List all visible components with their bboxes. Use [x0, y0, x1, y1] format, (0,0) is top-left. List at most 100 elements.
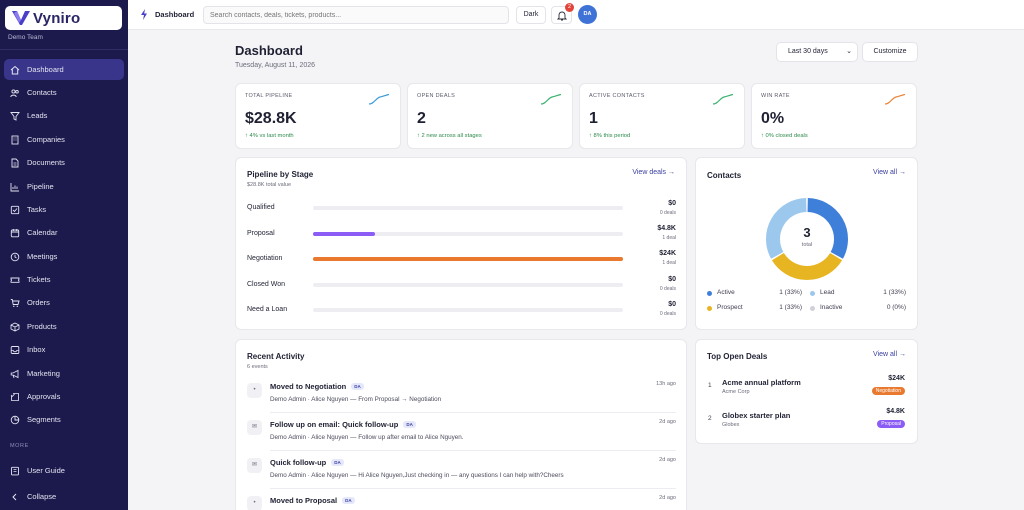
activity-item-time: 13h ago — [656, 381, 676, 387]
legend-value: 1 (33%) — [779, 304, 802, 311]
stage-label: Need a Loan — [247, 306, 288, 313]
sidebar-item-contacts[interactable]: Contacts — [4, 82, 124, 103]
kpi-value: $28.8K — [245, 110, 297, 127]
sidebar-item-orders[interactable]: Orders — [4, 292, 124, 313]
stage-bar — [313, 283, 623, 287]
stage-bar — [313, 257, 623, 261]
team-name: Demo Team — [8, 34, 43, 41]
sidebar-item-label: Meetings — [27, 252, 58, 261]
activity-item-title: Moved to Proposal — [270, 496, 338, 505]
activity-title-item[interactable]: Follow up on email: Quick follow-up DA — [270, 420, 416, 429]
activity-title-item[interactable]: Quick follow-up DA — [270, 458, 344, 467]
deal-amount: $24K — [888, 375, 905, 382]
customize-button[interactable]: Customize — [862, 42, 918, 62]
legend-value: 0 (0%) — [886, 304, 906, 311]
search-input[interactable] — [203, 6, 509, 24]
kpi-card-active-contacts[interactable]: ACTIVE CONTACTS 1 ↑ 8% this period — [579, 83, 745, 149]
sidebar-item-user-guide[interactable]: User Guide — [4, 460, 124, 481]
activity-item-title: Moved to Negotiation — [270, 382, 347, 391]
brand-logo[interactable]: Vyniro — [5, 6, 122, 30]
sidebar-item-marketing[interactable]: Marketing — [4, 363, 124, 384]
activity-divider — [270, 488, 676, 489]
sidebar-item-calendar[interactable]: Calendar — [4, 222, 124, 243]
bolt-icon — [141, 9, 147, 20]
chart-icon — [10, 182, 20, 192]
view-deals-link[interactable]: View deals → — [632, 169, 675, 176]
kpi-card-total-pipeline[interactable]: TOTAL PIPELINE $28.8K ↑ 4% vs last month — [235, 83, 401, 149]
stage-bar-fill — [313, 232, 375, 236]
page-title: Dashboard — [235, 43, 303, 58]
sidebar-item-leads[interactable]: Leads — [4, 105, 124, 126]
activity-user-badge: DA — [342, 497, 355, 504]
sidebar-item-segments[interactable]: Segments — [4, 409, 124, 430]
sparkline-icon — [368, 93, 390, 105]
deal-rank: 2 — [708, 415, 712, 422]
document-icon — [10, 158, 20, 168]
activity-user-badge: DA — [351, 383, 364, 390]
kpi-card-open-deals[interactable]: OPEN DEALS 2 ↑ 2 new across all stages — [407, 83, 573, 149]
sidebar-collapse-button[interactable]: Collapse — [4, 486, 124, 507]
sidebar-item-label: Companies — [27, 135, 65, 144]
legend-label: Active — [717, 289, 735, 296]
activity-user-badge: DA — [331, 459, 344, 466]
stage-deal-count: 1 deal — [662, 260, 676, 266]
kpi-value: 1 — [589, 110, 598, 127]
sidebar-item-label: Dashboard — [27, 65, 64, 74]
user-avatar[interactable]: DA — [578, 5, 597, 24]
legend-label: Lead — [820, 289, 835, 296]
date-range-value: Last 30 days — [788, 48, 828, 55]
stage-label: Closed Won — [247, 281, 286, 288]
sparkline-icon — [712, 93, 734, 105]
sidebar-item-approvals[interactable]: Approvals — [4, 386, 124, 407]
sidebar-item-label: Documents — [27, 158, 65, 167]
sidebar-item-tickets[interactable]: Tickets — [4, 269, 124, 290]
activity-title-item[interactable]: Moved to Negotiation DA — [270, 382, 364, 391]
sidebar-item-label: Tasks — [27, 205, 47, 214]
kpi-label: WIN RATE — [761, 93, 790, 99]
deal-rank: 1 — [708, 382, 712, 389]
date-range-select[interactable]: Last 30 days ⌄ — [776, 42, 858, 62]
pipeline-card: Pipeline by Stage $28.8K total value Vie… — [235, 157, 687, 330]
sidebar-item-label: Approvals — [27, 392, 61, 401]
sidebar-item-inbox[interactable]: Inbox — [4, 339, 124, 360]
deal-stage-badge: Negotiation — [871, 387, 905, 395]
stage-amount: $0 — [668, 301, 676, 308]
sidebar-divider — [0, 49, 128, 50]
sidebar: Vyniro Demo Team Dashboard Contacts Lead… — [0, 0, 128, 510]
sparkline-icon — [884, 93, 906, 105]
activity-title-item[interactable]: Moved to Proposal DA — [270, 496, 355, 505]
contacts-icon — [10, 88, 20, 98]
dark-mode-button[interactable]: Dark — [516, 6, 546, 24]
legend-label: Inactive — [820, 304, 843, 311]
kpi-delta: ↑ 8% this period — [589, 133, 631, 139]
sidebar-item-label: Collapse — [27, 492, 57, 501]
activity-item-time: 2d ago — [659, 495, 676, 501]
kpi-card-win-rate[interactable]: WIN RATE 0% ↑ 0% closed deals — [751, 83, 917, 149]
page-date: Tuesday, August 11, 2026 — [235, 62, 316, 69]
stage-label: Qualified — [247, 204, 275, 211]
kpi-value: 2 — [417, 110, 426, 127]
view-contacts-link[interactable]: View all → — [873, 169, 906, 176]
legend-dot-prospect — [707, 306, 712, 311]
sidebar-item-tasks[interactable]: Tasks — [4, 199, 124, 220]
sidebar-item-meetings[interactable]: Meetings — [4, 246, 124, 267]
deal-name[interactable]: Acme annual platform — [722, 378, 801, 387]
notifications-button[interactable] — [551, 6, 572, 24]
activity-dot-icon: • — [247, 496, 262, 510]
stage-deal-count: 1 deal — [662, 235, 676, 241]
megaphone-icon — [10, 369, 20, 379]
stage-amount: $4.8K — [657, 225, 676, 232]
deal-name[interactable]: Globex starter plan — [722, 411, 791, 420]
view-all-deals-link[interactable]: View all → — [873, 351, 906, 358]
sidebar-item-dashboard[interactable]: Dashboard — [4, 59, 124, 80]
sidebar-item-documents[interactable]: Documents — [4, 152, 124, 173]
sidebar-item-companies[interactable]: Companies — [4, 129, 124, 150]
activity-item-title: Quick follow-up — [270, 458, 327, 467]
sidebar-item-products[interactable]: Products — [4, 316, 124, 337]
activity-item-time: 2d ago — [659, 457, 676, 463]
recent-activity-card: Recent Activity 6 events • Moved to Nego… — [235, 339, 687, 510]
kpi-delta: ↑ 2 new across all stages — [417, 133, 482, 139]
ticket-icon — [10, 275, 20, 285]
sidebar-item-pipeline[interactable]: Pipeline — [4, 176, 124, 197]
kpi-label: TOTAL PIPELINE — [245, 93, 293, 99]
